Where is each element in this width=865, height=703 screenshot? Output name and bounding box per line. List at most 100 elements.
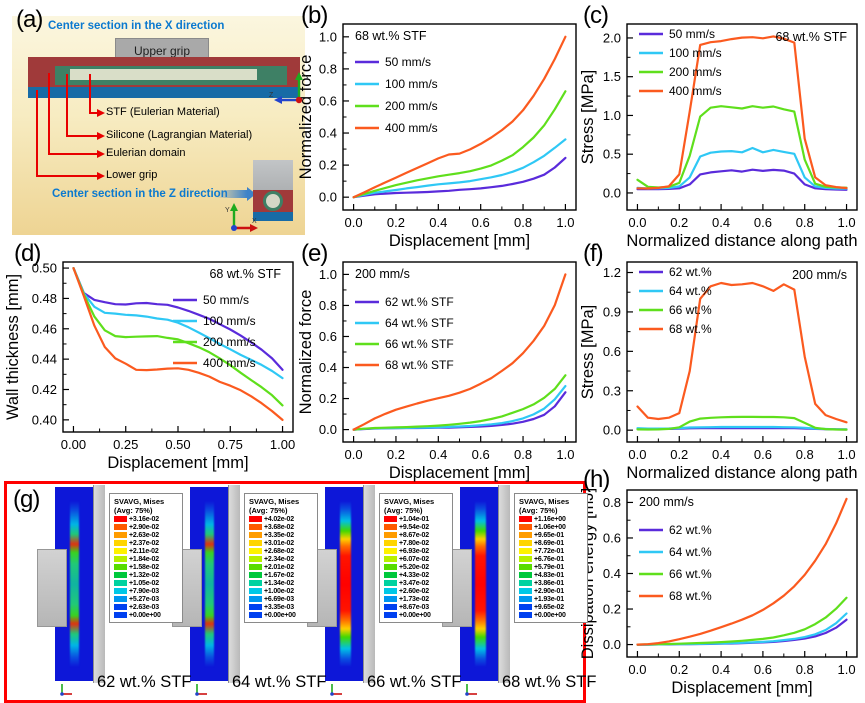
colorbar-row: +0.00e+00 <box>249 611 315 619</box>
colorbar-value: +2.01e-02 <box>264 563 294 571</box>
colorbar-value: +1.00e-02 <box>264 587 294 595</box>
svg-text:1.5: 1.5 <box>603 69 621 84</box>
x-axis: 0.00 0.25 0.50 0.75 1.00 Displacement [mm] <box>61 426 295 472</box>
panel-f: (f) 0.0 0.2 0.4 0.6 0.8 1.0 Normalized distanc… <box>581 240 863 490</box>
colorbar-value: +3.68e-02 <box>264 523 294 531</box>
colorbar-swatch <box>384 579 397 587</box>
svg-text:Y: Y <box>225 207 230 214</box>
colorbar-swatch <box>249 547 262 555</box>
svg-text:0.8: 0.8 <box>796 662 814 677</box>
colorbar-value: +1.04e-01 <box>399 515 429 523</box>
y-axis: 0.0 0.2 0.4 0.6 0.8 1.0 Normalized force <box>299 267 349 437</box>
series-66-wt- <box>636 415 848 431</box>
colorbar-row: +9.54e-02 <box>384 523 450 531</box>
colorbar-swatch <box>249 563 262 571</box>
svg-text:0.6: 0.6 <box>472 215 490 230</box>
colorbar-value: +6.93e-02 <box>399 547 429 555</box>
colorbar-row: +2.90e-02 <box>114 523 180 531</box>
legend-subtitle: (Avg: 75%) <box>249 506 288 515</box>
colorbar-value: +9.54e-02 <box>399 523 429 531</box>
colorbar-row: +1.32e-02 <box>114 571 180 579</box>
colorbar-value: +1.34e-02 <box>264 579 294 587</box>
svg-text:100 mm/s: 100 mm/s <box>203 314 256 328</box>
panel-c: (c) 0.0 0.2 0.4 0.6 0.8 1.0 Normalized distanc… <box>581 2 863 258</box>
colorbar-value: +1.67e-02 <box>264 571 294 579</box>
svg-text:1.00: 1.00 <box>270 437 295 452</box>
callout-arrow-eulerian <box>97 150 105 158</box>
colorbar-row: +9.65e-01 <box>519 531 585 539</box>
svg-text:0.44: 0.44 <box>32 352 57 367</box>
colorbar-swatch <box>114 603 127 611</box>
series-66-wt-stf <box>352 374 567 431</box>
panel-b: (b) 0.0 0.2 0.4 0.6 0.8 1.0 Displacement [mm] 0… <box>299 2 580 258</box>
stress-contour <box>205 500 214 668</box>
svg-text:0.3: 0.3 <box>603 383 621 398</box>
svg-text:0.0: 0.0 <box>603 637 621 652</box>
contour-unit-64: SVAVG, Mises (Avg: 75%) +4.02e-02 +3.68e-… <box>172 485 326 697</box>
colorbar-value: +8.67e-03 <box>399 603 429 611</box>
svg-text:1.0: 1.0 <box>838 447 856 462</box>
grip-bar <box>228 485 240 683</box>
colorbar-swatch <box>114 555 127 563</box>
svg-text:0.4: 0.4 <box>429 215 447 230</box>
colorbar-value: +4.33e-02 <box>399 571 429 579</box>
series-lines <box>636 281 848 431</box>
series-400-mm-s <box>636 35 848 190</box>
colorbar-row: +1.05e-02 <box>114 579 180 587</box>
colorbar-swatch <box>519 555 532 563</box>
callout-line-lowergrip-h <box>36 175 97 177</box>
panel-g-contours: (g) SVAVG, Mises (Avg: 75%) +3.16e-02 +2.… <box>4 481 596 703</box>
colorbar-value: +3.35e-03 <box>264 603 294 611</box>
svg-text:0.8: 0.8 <box>514 215 532 230</box>
colorbar-row: +3.86e-01 <box>519 579 585 587</box>
panel-h-letter: (h) <box>583 466 610 493</box>
svg-text:64 wt.%: 64 wt.% <box>669 545 712 559</box>
svg-text:0.6: 0.6 <box>603 530 621 545</box>
colorbar-swatch <box>519 547 532 555</box>
colorbar-swatch <box>249 523 262 531</box>
colorbar-value: +7.80e-02 <box>399 539 429 547</box>
svg-text:200 mm/s: 200 mm/s <box>385 99 438 113</box>
svg-text:50 mm/s: 50 mm/s <box>385 55 431 69</box>
unit-caption: 62 wt.% STF <box>97 673 192 691</box>
svg-text:0.4: 0.4 <box>712 447 730 462</box>
colorbar-swatch <box>384 587 397 595</box>
colorbar-row: +5.27e-03 <box>114 595 180 603</box>
colorbar-swatch <box>114 579 127 587</box>
colorbar-row: +7.80e-02 <box>384 539 450 547</box>
colorbar-row: +2.60e-02 <box>384 587 450 595</box>
colorbar-row: +3.35e-02 <box>249 531 315 539</box>
colorbar-swatch <box>519 603 532 611</box>
colorbar-swatch <box>519 523 532 531</box>
svg-text:0.4: 0.4 <box>319 126 337 141</box>
colorbar-value: +6.76e-01 <box>534 555 564 563</box>
colorbar-row: +3.01e-02 <box>249 539 315 547</box>
panel-b-letter: (b) <box>301 2 328 29</box>
svg-text:68 wt.%: 68 wt.% <box>669 322 712 336</box>
series-lines <box>636 35 848 191</box>
colorbar-value: +1.05e-02 <box>129 579 159 587</box>
y-axis-label: Stress [MPa] <box>581 305 597 399</box>
inset-lower-grip <box>253 212 293 221</box>
svg-text:1.0: 1.0 <box>838 215 856 230</box>
legend: 200 mm/s 62 wt.% STF 64 wt.% STF 66 wt.% ST… <box>355 267 454 372</box>
svg-text:0.2: 0.2 <box>670 215 688 230</box>
x-axis-label: Normalized distance along path <box>626 232 857 250</box>
svg-text:0.2: 0.2 <box>603 602 621 617</box>
legend: 62 wt.% 64 wt.% 66 wt.% 68 wt.% <box>639 265 712 336</box>
contour-legend: SVAVG, Mises (Avg: 75%) +3.16e-02 +2.90e-… <box>109 493 183 623</box>
legend: 68 wt.% STF 50 mm/s 100 mm/s 200 mm/s 400 mm… <box>173 267 281 370</box>
legend-title: SVAVG, Mises <box>384 497 435 506</box>
colorbar-swatch <box>249 603 262 611</box>
colorbar-row: +6.07e-02 <box>384 555 450 563</box>
colorbar-swatch <box>114 523 127 531</box>
colorbar-value: +0.00e+00 <box>264 611 296 619</box>
colorbar-swatch <box>519 571 532 579</box>
svg-text:0.9: 0.9 <box>603 304 621 319</box>
colorbar-value: +6.07e-02 <box>399 555 429 563</box>
callout-line-eulerian-h <box>48 153 97 155</box>
colorbar-swatch <box>384 603 397 611</box>
colorbar-row: +1.00e-02 <box>249 587 315 595</box>
colorbar-value: +8.67e-02 <box>399 531 429 539</box>
